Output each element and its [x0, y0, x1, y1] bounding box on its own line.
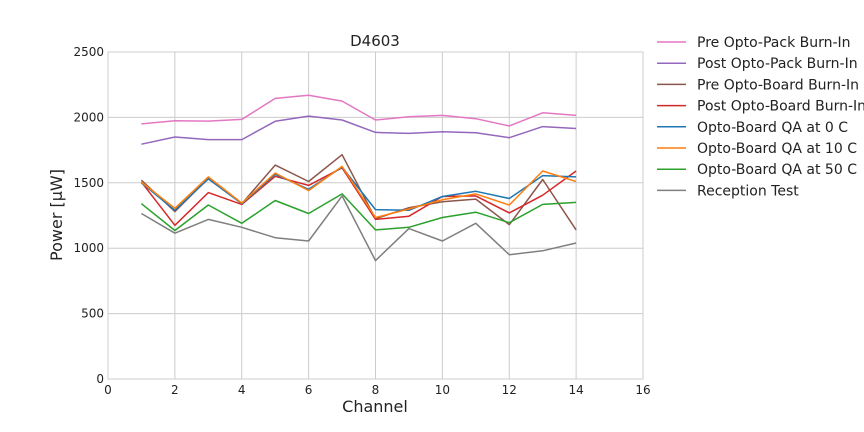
y-axis-label: Power [μW] — [47, 169, 66, 261]
y-tick-label: 0 — [96, 372, 104, 386]
x-tick-label: 4 — [238, 383, 246, 397]
y-tick-labels: 0 500 1000 1500 2000 2500 — [73, 45, 104, 386]
legend-label-opto-board-qa-at-50-c: Opto-Board QA at 50 C — [697, 162, 857, 178]
series-line-opto-board-qa-at-50-c — [140, 193, 577, 232]
plot-area-frame — [107, 51, 644, 380]
x-tick-labels: 0 2 4 6 8 10 12 14 16 — [104, 383, 650, 397]
x-axis-label: Channel — [342, 397, 408, 416]
legend-label-opto-board-qa-at-10-c: Opto-Board QA at 10 C — [697, 141, 857, 157]
series-line-reception-test — [141, 195, 577, 262]
x-tick-label: 12 — [502, 383, 517, 397]
series-line-opto-board-qa-at-0-c — [140, 166, 577, 212]
series-layer — [140, 94, 577, 262]
x-tick-label: 0 — [104, 383, 112, 397]
x-tick-label: 2 — [171, 383, 179, 397]
y-tick-label: 1500 — [73, 176, 104, 190]
series-line-post-opto-board-burn-in — [140, 167, 577, 227]
legend-label-post-opto-pack-burn-in: Post Opto-Pack Burn-In — [697, 56, 858, 72]
x-tick-label: 14 — [568, 383, 583, 397]
y-tick-label: 1000 — [73, 241, 104, 255]
series-line-pre-opto-pack-burn-in — [141, 94, 577, 127]
y-tick-label: 2000 — [73, 110, 104, 124]
x-tick-label: 10 — [435, 383, 450, 397]
series-line-opto-board-qa-at-10-c — [140, 165, 577, 219]
legend: Pre Opto-Pack Burn-In Post Opto-Pack Burn… — [657, 35, 864, 199]
legend-label-opto-board-qa-at-0-c: Opto-Board QA at 0 C — [697, 120, 848, 136]
legend-label-reception-test: Reception Test — [697, 183, 799, 199]
legend-label-post-opto-board-burn-in: Post Opto-Board Burn-In — [697, 99, 864, 115]
y-tick-label: 500 — [81, 307, 104, 321]
x-tick-label: 6 — [305, 383, 313, 397]
legend-label-pre-opto-board-burn-in: Pre Opto-Board Burn-In — [697, 77, 859, 93]
chart-title: D4603 — [350, 32, 400, 50]
y-tick-label: 2500 — [73, 45, 104, 59]
x-tick-label: 16 — [635, 383, 650, 397]
series-line-post-opto-pack-burn-in — [141, 115, 577, 145]
legend-label-pre-opto-pack-burn-in: Pre Opto-Pack Burn-In — [697, 35, 851, 51]
x-tick-label: 8 — [372, 383, 380, 397]
